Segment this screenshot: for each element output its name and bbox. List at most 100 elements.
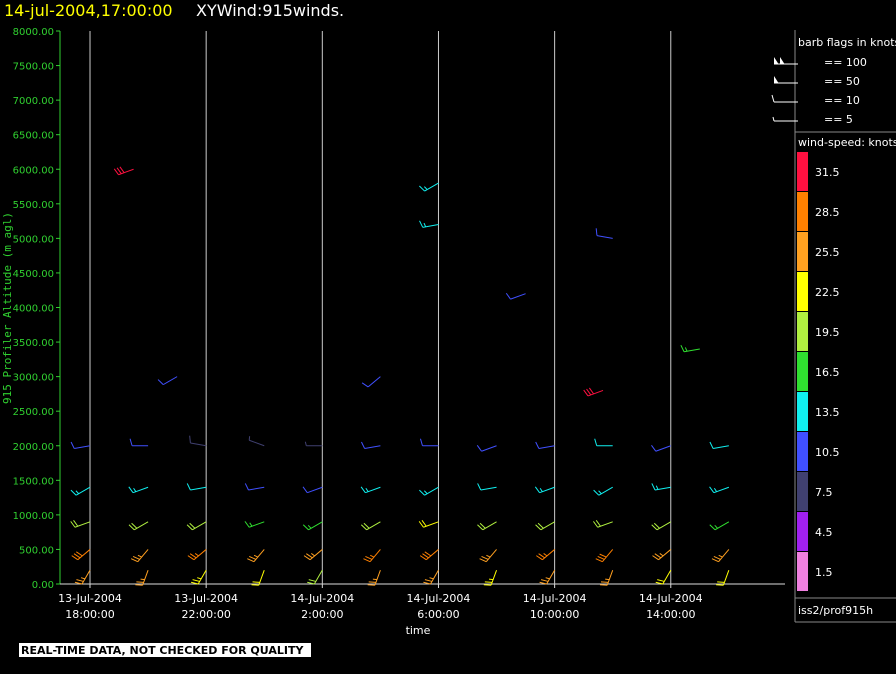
barb-tick <box>244 521 250 528</box>
color-level-label: 1.5 <box>815 566 833 579</box>
barb-tick <box>128 524 135 531</box>
wind-barb <box>419 182 439 192</box>
wind-barb <box>303 549 323 561</box>
barb-staff <box>190 442 207 447</box>
barb-tick <box>136 581 144 583</box>
x-tick-label: 14:00:00 <box>646 608 695 621</box>
color-level-label: 31.5 <box>815 166 840 179</box>
barb-tick <box>505 292 511 300</box>
barb-staff <box>597 521 613 528</box>
barb-half-tick <box>429 577 434 580</box>
wind-barb <box>70 486 91 496</box>
wind-barb <box>302 486 323 494</box>
barb-staff <box>658 549 672 561</box>
x-tick-label: 10:00:00 <box>530 608 579 621</box>
wind-barb <box>539 569 556 585</box>
barb-staff <box>118 168 134 176</box>
barb-staff <box>75 486 91 496</box>
barb-tick <box>244 483 249 491</box>
barb-tick <box>74 581 83 585</box>
barb-tick <box>130 558 139 563</box>
barb-tick <box>71 555 79 561</box>
barb-flag <box>774 76 779 83</box>
x-axis-label: time <box>406 624 431 637</box>
barb-legend-sample <box>772 116 798 122</box>
chart-title: XYWind:915winds. <box>196 1 344 20</box>
wind-barb <box>483 570 498 586</box>
wind-barb <box>716 570 730 586</box>
wind-barb <box>592 520 613 528</box>
wind-barb <box>709 486 730 494</box>
color-swatch <box>797 312 808 351</box>
barb-half-tick <box>311 553 315 557</box>
wind-barb <box>361 376 381 388</box>
barb-tick <box>363 558 371 563</box>
barb-staff <box>540 521 555 531</box>
barb-tick <box>476 445 482 452</box>
barb-tick <box>419 220 424 228</box>
barb-tick <box>70 441 75 449</box>
barb-staff <box>313 569 323 585</box>
barb-staff <box>367 376 381 388</box>
wind-barb <box>419 486 439 496</box>
barb-half-tick <box>486 554 491 558</box>
barb-tick <box>419 185 425 192</box>
wind-barb <box>535 441 555 450</box>
barb-tick <box>302 486 308 493</box>
barb-tick <box>594 438 598 446</box>
wind-barb <box>711 549 730 563</box>
barb-tick <box>536 555 543 561</box>
barb-tick <box>652 555 659 561</box>
wind-barb <box>419 549 439 561</box>
title-time: 14-jul-2004,17:00:00 <box>4 1 173 20</box>
barb-staff <box>249 439 265 447</box>
barb-tick <box>421 520 427 527</box>
barb-legend-label: == 5 <box>824 113 853 126</box>
barb-staff <box>596 235 613 239</box>
wind-barb <box>419 438 439 447</box>
barb-staff <box>248 486 265 491</box>
barb-tick <box>586 388 592 396</box>
wind-barb <box>477 483 497 491</box>
wind-barb <box>535 521 555 531</box>
barb-staff <box>190 486 207 491</box>
wind-barb <box>476 445 497 452</box>
barb-tick <box>308 579 316 582</box>
barb-staff <box>482 521 497 531</box>
wind-barb <box>419 220 439 228</box>
y-tick-label: 2500.00 <box>13 407 54 418</box>
barb-tick <box>657 579 665 582</box>
y-tick-label: 7500.00 <box>13 62 54 73</box>
barb-tick <box>303 555 311 561</box>
barb-staff <box>192 521 207 531</box>
x-tick-label: 13-Jul-2004 <box>58 592 122 605</box>
barb-tick <box>361 441 366 449</box>
barb-tick <box>252 581 260 583</box>
barb-half-tick <box>655 485 659 490</box>
y-tick-label: 2000.00 <box>13 442 54 453</box>
barb-tick <box>477 524 484 531</box>
barb-staff <box>714 521 730 531</box>
barb-staff <box>307 486 323 494</box>
barb-tick <box>600 581 609 583</box>
wind-barb <box>135 570 149 586</box>
wind-barb <box>367 570 381 586</box>
barb-tick <box>189 553 197 559</box>
color-swatch <box>797 352 808 391</box>
source-label: iss2/prof915h <box>798 604 873 617</box>
y-tick-label: 4500.00 <box>13 269 54 280</box>
color-swatch <box>797 232 808 271</box>
barb-staff <box>490 570 498 586</box>
barb-staff <box>538 445 555 450</box>
y-tick-label: 500.00 <box>19 545 54 556</box>
barb-tick <box>539 581 547 585</box>
barb-staff <box>424 182 439 192</box>
barb-tick <box>479 522 486 529</box>
barb-staff <box>364 445 381 450</box>
barb-half-tick <box>423 186 428 190</box>
barb-tick <box>599 584 608 586</box>
barb-half-tick <box>197 577 202 580</box>
wind-barb <box>505 292 526 300</box>
barb-legend-sample <box>774 76 798 84</box>
wind-barb <box>709 521 730 531</box>
